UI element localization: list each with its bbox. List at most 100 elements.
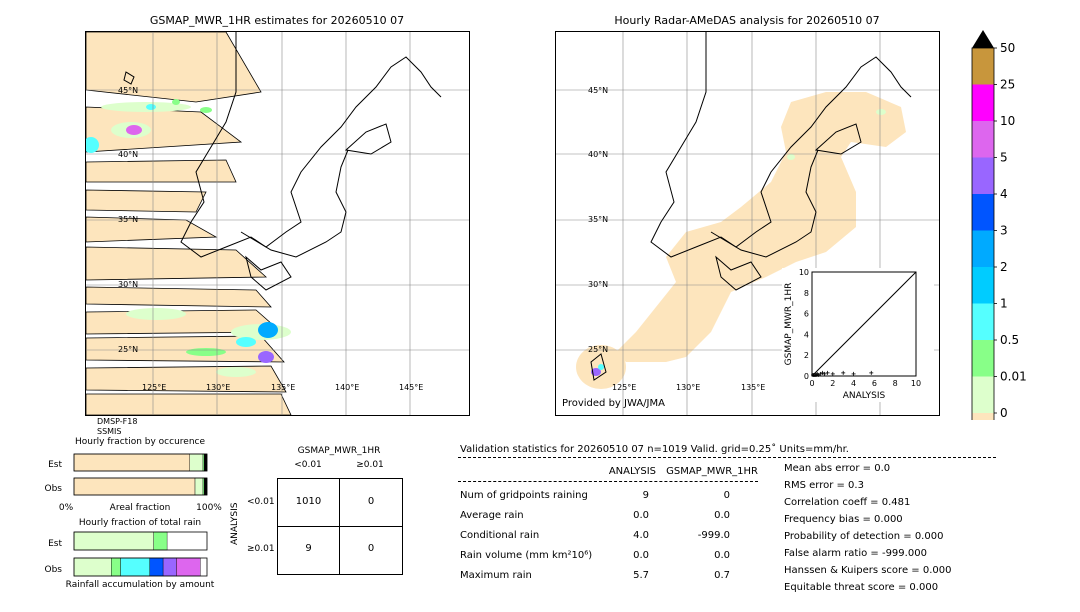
left-lon-125: 125°E	[142, 383, 166, 392]
bar-segment	[73, 557, 112, 577]
stat-label: Num of gridpoints raining	[460, 490, 588, 501]
validation-divider-top	[458, 457, 996, 458]
radar-rain-blobs	[591, 109, 886, 376]
stat-label: Maximum rain	[460, 570, 532, 581]
colorbar-tick-label: 0.5	[1000, 333, 1019, 347]
bar-row-label: Obs	[45, 565, 63, 575]
score-line: Mean abs error = 0.0	[784, 463, 891, 474]
scatter-ytick: 6	[804, 310, 809, 319]
cell-miss: 9	[305, 543, 312, 554]
occ-xlabel: Areal fraction	[110, 503, 171, 513]
left-map-canvas: 45°N 40°N 35°N 30°N 25°N 125°E 130°E 135…	[86, 32, 469, 415]
bar-segment	[176, 557, 201, 577]
colorbar: 50 25 10 5 4 3 2 1 0.5 0.01 0	[971, 30, 1027, 420]
colorbar-segment	[972, 157, 994, 194]
right-lat-35: 35°N	[588, 215, 608, 224]
colorbar-segment	[972, 194, 994, 231]
right-map: 45°N 40°N 35°N 30°N 25°N 125°E 130°E 135…	[555, 31, 940, 416]
right-map-grid	[556, 32, 939, 415]
scatter-xtick: 6	[872, 379, 877, 388]
left-lat-35: 35°N	[118, 215, 138, 224]
left-map-grid	[86, 32, 469, 415]
bar-row-label: Obs	[45, 484, 63, 494]
col-analysis: ANALYSIS	[608, 466, 656, 477]
right-lat-30: 30°N	[588, 280, 608, 289]
stat-gsmap-value: -999.0	[697, 530, 730, 541]
colorbar-tick-label: 50	[1000, 41, 1015, 55]
scatter-xlabel: ANALYSIS	[843, 391, 886, 401]
swath-coverage	[86, 32, 292, 415]
colorbar-segment	[972, 48, 994, 85]
scatter-point	[869, 370, 874, 375]
total-rain-xlabel: Rainfall accumulation by amount	[65, 580, 215, 590]
scatter-ytick: 10	[799, 268, 809, 277]
stat-gsmap-value: 0	[723, 490, 730, 501]
scatter-xtick: 4	[851, 379, 856, 388]
contingency-col-below: <0.01	[294, 460, 322, 470]
occ-tick-left: 0%	[59, 503, 74, 513]
score-line: Probability of detection = 0.000	[784, 531, 944, 542]
bar-segment	[73, 531, 155, 551]
bar-segment	[189, 453, 204, 472]
scatter-xtick: 0	[809, 379, 814, 388]
contingency-col-above: ≥0.01	[356, 460, 384, 470]
occurrence-chart: Est Obs 0% 100% Areal fraction	[45, 453, 222, 513]
right-lat-45: 45°N	[588, 86, 608, 95]
score-line: RMS error = 0.3	[784, 480, 864, 491]
stat-analysis-value: 0.0	[633, 550, 649, 561]
bar-segment	[149, 557, 164, 577]
left-lat-25: 25°N	[118, 345, 138, 354]
stat-gsmap-value: 0.7	[714, 570, 730, 581]
stat-analysis-value: 5.7	[633, 570, 649, 581]
colorbar-tick-label: 2	[1000, 260, 1008, 274]
score-line: Equitable threat score = 0.000	[784, 582, 939, 593]
colorbar-segment	[972, 376, 994, 413]
cell-hit: 0	[367, 543, 375, 554]
colorbar-segment	[972, 121, 994, 158]
total-rain-title: Hourly fraction of total rain	[78, 518, 202, 528]
scatter-xtick: 8	[893, 379, 898, 388]
colorbar-segment	[972, 413, 994, 420]
colorbar-tick-label: 25	[1000, 78, 1015, 92]
scatter-xtick: 10	[911, 379, 921, 388]
cell-false-alarm: 0	[367, 496, 375, 507]
left-lon-130: 130°E	[206, 383, 230, 392]
right-lat-40: 40°N	[588, 150, 608, 159]
left-lat-45: 45°N	[118, 86, 138, 95]
score-line: False alarm ratio = -999.000	[784, 548, 927, 559]
scatter-xtick: 2	[830, 379, 835, 388]
left-map: 45°N 40°N 35°N 30°N 25°N 125°E 130°E 135…	[85, 31, 470, 416]
scatter-point	[851, 371, 856, 376]
scatter-ytick: 4	[804, 330, 809, 339]
stat-analysis-value: 4.0	[633, 530, 649, 541]
right-map-coastline	[590, 32, 912, 381]
colorbar-segment	[972, 230, 994, 267]
contingency-row-axis: ANALYSIS	[230, 502, 240, 545]
sensor-type: SSMIS	[97, 427, 122, 436]
colorbar-tick-label: 5	[1000, 151, 1008, 165]
left-lon-135: 135°E	[271, 383, 295, 392]
stat-label: Conditional rain	[460, 530, 540, 541]
colorbar-tick-label: 0	[1000, 406, 1008, 420]
left-lon-140: 140°E	[335, 383, 359, 392]
sensor-name: DMSP-F18	[97, 417, 138, 426]
col-gsmap: GSMAP_MWR_1HR	[666, 466, 758, 477]
validation-divider-mid	[458, 481, 758, 482]
scatter-point	[830, 371, 835, 376]
scatter-point	[825, 370, 830, 375]
scatter-ytick: 2	[804, 351, 809, 360]
contingency-row-below: <0.01	[247, 497, 275, 507]
scatter-ytick: 0	[804, 372, 809, 381]
score-line: Frequency bias = 0.000	[784, 514, 903, 525]
colorbar-tick-label: 10	[1000, 114, 1015, 128]
scatter-plot: 0 2 4 6 8 10 0 2 4 6 8 10 ANALYSIS GSMAP_MWR_1HR	[784, 268, 921, 401]
stat-analysis-value: 0.0	[633, 510, 649, 521]
left-lat-40: 40°N	[118, 150, 138, 159]
bar-row-label: Est	[48, 460, 62, 470]
rain-blobs	[86, 99, 291, 377]
scatter-point	[841, 370, 846, 375]
right-lat-25: 25°N	[588, 345, 608, 354]
colorbar-segment	[972, 267, 994, 304]
scatter-ylabel: GSMAP_MWR_1HR	[784, 283, 794, 366]
scatter-point	[816, 372, 821, 377]
